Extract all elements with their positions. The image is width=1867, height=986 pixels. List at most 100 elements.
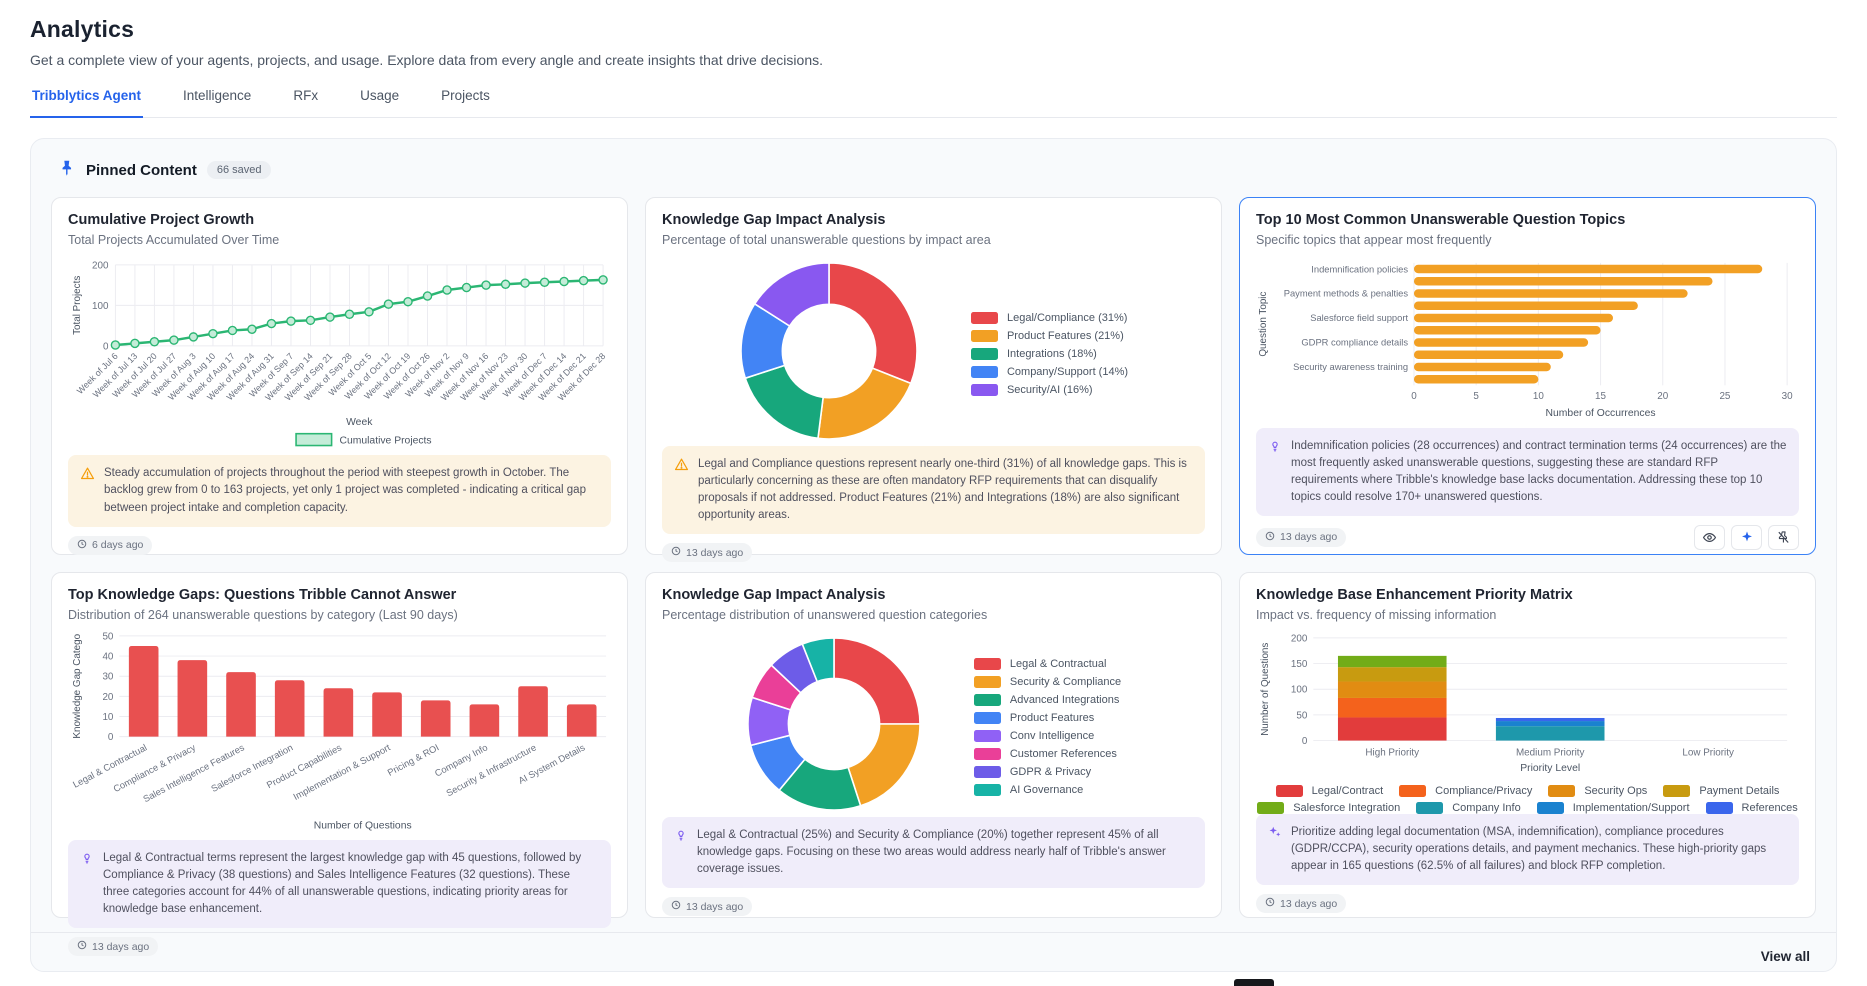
legend-item: Implementation/Support	[1536, 802, 1690, 815]
clock-icon	[671, 900, 681, 913]
legend-item: Company Info	[1416, 802, 1521, 815]
legend-label: Security/AI (16%)	[1006, 383, 1093, 396]
insight-text: Legal & Contractual terms represent the …	[103, 852, 582, 916]
insight-box: Legal & Contractual (25%) and Security &…	[662, 817, 1205, 889]
svg-text:25: 25	[1719, 391, 1730, 402]
card-subtitle: Total Projects Accumulated Over Time	[68, 233, 280, 247]
card-title: Knowledge Gap Impact Analysis	[662, 212, 886, 228]
legend-label: Salesforce Integration	[1293, 802, 1401, 815]
svg-text:Low Priority: Low Priority	[1682, 747, 1734, 758]
legend-swatch	[1275, 785, 1303, 798]
legend-label: Customer References	[1009, 747, 1117, 760]
legend-swatch	[1399, 785, 1427, 798]
card-top10-unanswerable-topics[interactable]: Top 10 Most Common Unanswerable Question…	[1239, 197, 1816, 555]
svg-text:200: 200	[92, 260, 109, 271]
insight-box: Legal & Contractual terms represent the …	[68, 840, 611, 929]
view-all-button[interactable]: View all	[1760, 949, 1810, 964]
legend-item: Product Features (21%)	[970, 329, 1128, 342]
card-subtitle: Percentage distribution of unanswered qu…	[662, 608, 988, 622]
legend-swatch	[973, 765, 1001, 778]
legend-swatch	[973, 711, 1001, 724]
svg-text:10: 10	[102, 712, 113, 723]
card-subtitle: Distribution of 264 unanswerable questio…	[68, 608, 458, 622]
tab-usage[interactable]: Usage	[360, 88, 400, 103]
legend-label: Legal & Contractual	[1009, 657, 1107, 670]
bottom-artifact	[1234, 979, 1274, 986]
legend-item: GDPR & Privacy	[973, 765, 1121, 778]
legend-item: Advanced Integrations	[973, 693, 1121, 706]
pinned-content-panel: Pinned Content 66 saved Cumulative Proje…	[30, 138, 1837, 972]
card-title: Top Knowledge Gaps: Questions Tribble Ca…	[68, 587, 457, 603]
card-priority-matrix[interactable]: Knowledge Base Enhancement Priority Matr…	[1239, 572, 1816, 918]
legend-label: Security & Compliance	[1009, 675, 1122, 688]
svg-text:GDPR compliance details: GDPR compliance details	[1301, 338, 1408, 348]
legend-item: Salesforce Integration	[1257, 802, 1401, 815]
tab-rfx[interactable]: RFx	[293, 88, 319, 103]
warning-triangle-icon	[674, 457, 689, 524]
ai-sparkle-icon[interactable]	[1731, 524, 1762, 550]
svg-text:200: 200	[1291, 633, 1308, 644]
card-top-knowledge-gaps[interactable]: Top Knowledge Gaps: Questions Tribble Ca…	[51, 572, 628, 957]
legend-item: Company/Support (14%)	[970, 365, 1129, 378]
legend-swatch	[1705, 802, 1733, 815]
tab-projects[interactable]: Projects	[441, 88, 490, 103]
stacked-bar-chart: 0 50 100 150 200 High Priority Medium Priority…	[1256, 630, 1799, 815]
timestamp-badge: 13 days ago	[662, 543, 753, 563]
insight-text: Prioritize adding legal documentation (M…	[1291, 826, 1767, 873]
card-subtitle: Specific topics that appear most frequen…	[1256, 233, 1492, 247]
svg-text:Salesforce field support: Salesforce field support	[1310, 313, 1408, 323]
timestamp-badge: 13 days ago	[1256, 527, 1347, 547]
unpin-icon[interactable]	[1768, 524, 1799, 550]
legend-item: AI Governance	[973, 783, 1121, 796]
timestamp-badge: 6 days ago	[68, 535, 153, 555]
insight-box: Prioritize adding legal documentation (M…	[1256, 814, 1799, 886]
legend-swatch	[1257, 802, 1285, 815]
card-actions	[1694, 524, 1799, 550]
svg-text:100: 100	[92, 301, 109, 312]
svg-text:Pricing & ROI: Pricing & ROI	[386, 742, 441, 777]
legend-item: Security/AI (16%)	[970, 383, 1128, 396]
card-subtitle: Impact vs. frequency of missing informat…	[1256, 608, 1497, 622]
card-cumulative-project-growth[interactable]: Cumulative Project Growth Total Projects…	[51, 197, 628, 555]
clock-icon	[1265, 531, 1275, 544]
insight-box: Legal and Compliance questions represent…	[662, 446, 1205, 535]
svg-text:Knowledge Gap Catego: Knowledge Gap Catego	[72, 633, 83, 738]
svg-text:30: 30	[1782, 391, 1793, 402]
clock-icon	[671, 546, 681, 559]
tab-intelligence[interactable]: Intelligence	[183, 88, 252, 103]
svg-text:40: 40	[102, 652, 113, 663]
legend-label: AI Governance	[1009, 783, 1084, 796]
svg-text:Medium Priority: Medium Priority	[1516, 747, 1585, 758]
eye-icon[interactable]	[1694, 524, 1725, 550]
legend-label: Payment Details	[1699, 785, 1780, 798]
card-knowledge-gap-impact-2[interactable]: Knowledge Gap Impact Analysis Percentage…	[645, 572, 1222, 918]
card-title: Top 10 Most Common Unanswerable Question…	[1256, 212, 1626, 228]
card-title: Knowledge Gap Impact Analysis	[662, 587, 886, 603]
tab-tribblytics-agent[interactable]: Tribblytics Agent	[30, 88, 144, 118]
svg-text:30: 30	[102, 672, 113, 683]
legend-item: Customer References	[973, 747, 1121, 760]
insight-text: Legal & Contractual (25%) and Security &…	[697, 829, 1166, 876]
tab-bar: Tribblytics Agent Intelligence RFx Usage…	[30, 88, 1837, 118]
legend-swatch	[970, 347, 998, 360]
legend-swatch	[970, 311, 998, 324]
legend-label: Security Ops	[1584, 785, 1648, 798]
legend-swatch	[973, 675, 1001, 688]
svg-text:15: 15	[1595, 391, 1606, 402]
line-chart: 0 100 200 Week of Jul 6 Week of Jul 13 Week o…	[68, 255, 611, 455]
svg-text:0: 0	[103, 341, 109, 352]
legend-swatch	[1548, 785, 1576, 798]
insight-text: Steady accumulation of projects througho…	[104, 467, 586, 514]
warning-triangle-icon	[80, 466, 95, 516]
page-title: Analytics	[30, 16, 135, 42]
legend-label: Implementation/Support	[1572, 802, 1690, 815]
legend-label: Company Info	[1452, 802, 1521, 815]
legend-label: Legal/Contract	[1311, 785, 1384, 798]
legend-label: Legal/Compliance (31%)	[1006, 311, 1128, 324]
card-knowledge-gap-impact-1[interactable]: Knowledge Gap Impact Analysis Percentage…	[645, 197, 1222, 563]
legend-label: Product Features	[1009, 711, 1095, 724]
legend-label: References	[1741, 802, 1798, 815]
page-subtitle: Get a complete view of your agents, proj…	[30, 52, 823, 68]
timestamp-badge: 13 days ago	[1256, 894, 1347, 914]
legend-label: Company/Support (14%)	[1006, 365, 1129, 378]
